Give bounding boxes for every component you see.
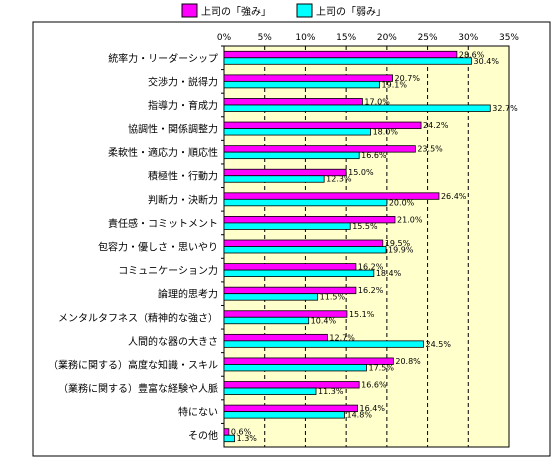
bar: [223, 316, 310, 325]
bar: [223, 145, 416, 153]
category-label: メンタルタフネス（精神的な強さ）: [58, 311, 218, 324]
data-label: 17.0%: [364, 97, 390, 106]
bar: [223, 239, 384, 247]
legend-swatch: [296, 3, 313, 18]
category-label: 人間的な器の大きさ: [128, 335, 218, 348]
category-label: 責任感・コミットメント: [108, 217, 218, 230]
data-label: 24.2%: [423, 121, 449, 130]
bar: [223, 387, 317, 395]
category-label: コミュニケーション力: [118, 264, 218, 277]
bar: [223, 151, 360, 160]
category-label: 交渉力・説得力: [148, 75, 218, 88]
data-label: 11.3%: [318, 387, 344, 396]
bar: [223, 57, 472, 65]
bar: [223, 333, 328, 342]
x-tick-label: 0%: [217, 33, 232, 43]
data-label: 15.0%: [348, 168, 374, 177]
data-label: 1.3%: [237, 434, 258, 443]
data-label: 20.0%: [389, 198, 415, 207]
data-label: 18.0%: [373, 128, 399, 137]
x-tick-label: 10%: [295, 33, 315, 43]
data-label: 30.4%: [474, 57, 500, 66]
bar: [223, 404, 358, 413]
bar: [223, 428, 230, 436]
data-label: 11.5%: [320, 293, 346, 302]
legend-label: 上司の「弱み」: [316, 6, 386, 18]
bar: [223, 175, 325, 183]
category-label: 統率力・リーダーシップ: [108, 52, 218, 65]
bar: [223, 104, 491, 112]
bar: [223, 293, 319, 301]
category-label: 特にない: [178, 407, 218, 419]
data-label: 16.2%: [358, 286, 384, 295]
bar: [223, 80, 380, 89]
category-label: 判断力・決断力: [148, 193, 218, 206]
bar: [223, 340, 424, 348]
category-label: 指導力・育成力: [148, 99, 218, 112]
data-label: 14.8%: [347, 411, 373, 420]
data-label: 20.8%: [395, 357, 421, 366]
data-label: 16.2%: [358, 263, 384, 272]
category-label: 包容力・優しさ・思いやり: [98, 241, 218, 254]
data-label: 12.3%: [326, 175, 352, 184]
data-label: 28.6%: [459, 50, 485, 59]
category-label: 積極性・行動力: [148, 170, 218, 183]
data-label: 16.6%: [361, 151, 387, 160]
bar: [223, 263, 357, 271]
bar: [223, 246, 387, 254]
bar: [223, 50, 458, 59]
x-tick-label: 35%: [499, 33, 519, 43]
x-tick-label: 20%: [377, 33, 397, 43]
category-label: 柔軟性・適応力・順応性: [108, 146, 218, 159]
data-label: 15.5%: [352, 222, 378, 231]
category-label: （業務に関する）高度な知識・スキル: [48, 358, 218, 371]
x-tick-label: 5%: [258, 33, 273, 43]
data-label: 0.6%: [231, 428, 252, 437]
bar: [223, 364, 367, 372]
data-label: 16.6%: [361, 381, 387, 390]
data-label: 10.4%: [311, 316, 337, 325]
legend-label: 上司の「強み」: [201, 5, 271, 18]
bar: [223, 74, 393, 82]
data-label: 23.5%: [417, 145, 443, 154]
bar: [223, 98, 363, 106]
data-label: 18.4%: [376, 269, 402, 278]
bar: [223, 222, 351, 230]
bar: [223, 269, 375, 277]
x-tick-label: 25%: [418, 33, 438, 43]
data-label: 15.1%: [349, 310, 375, 319]
x-tick-label: 15%: [336, 33, 356, 43]
data-label: 19.1%: [382, 80, 408, 89]
data-label: 17.5%: [369, 363, 395, 372]
data-label: 21.0%: [397, 215, 423, 224]
data-label: 19.9%: [388, 246, 414, 255]
category-label: 協調性・関係調整力: [128, 123, 218, 136]
data-label: 19.5%: [385, 239, 411, 248]
data-label: 12.7%: [329, 333, 355, 342]
legend-swatch: [181, 3, 198, 18]
category-label: 論理的思考力: [158, 288, 218, 301]
data-label: 24.5%: [426, 340, 452, 349]
data-label: 32.7%: [492, 104, 518, 113]
data-label: 16.4%: [360, 404, 386, 413]
data-label: 20.7%: [395, 74, 421, 83]
bar: [223, 128, 371, 136]
x-tick-label: 30%: [458, 33, 478, 43]
data-label: 26.4%: [441, 192, 467, 201]
bar: [223, 434, 235, 443]
bar: [223, 198, 388, 207]
category-label: その他: [188, 429, 218, 442]
bar: [223, 411, 345, 419]
category-label: （業務に関する）豊富な経験や人脈: [58, 382, 218, 395]
